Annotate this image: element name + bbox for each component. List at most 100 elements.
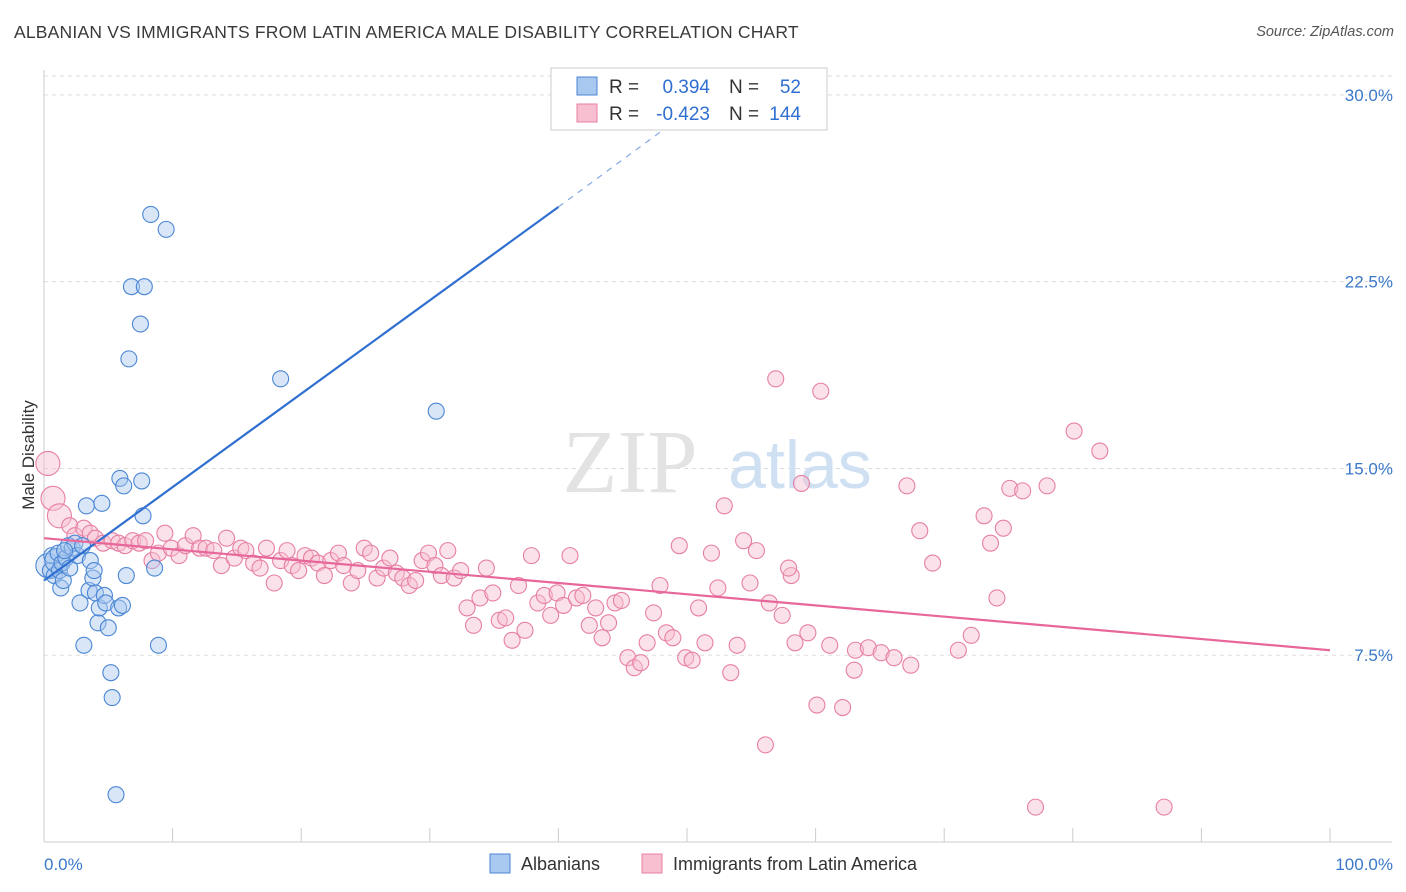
latin-point-3 [61, 517, 79, 535]
latin-point-103 [715, 497, 733, 515]
albanians-point-29 [97, 594, 115, 612]
latin-point-124 [872, 644, 890, 662]
legend-r-value-2: -0.423 [656, 104, 710, 125]
latin-point-130 [949, 641, 967, 659]
latin-point-60 [439, 542, 457, 560]
latin-point-138 [1026, 798, 1045, 816]
latin-point-62 [452, 562, 470, 580]
latin-point-123 [859, 639, 877, 657]
latin-point-91 [638, 634, 656, 652]
albanians-point-48 [157, 220, 175, 238]
latin-point-133 [988, 589, 1006, 607]
latin-point-102 [709, 579, 727, 597]
latin-point-120 [834, 698, 852, 717]
latin-point-117 [808, 696, 826, 714]
latin-point-137 [1014, 482, 1032, 500]
latin-point-51 [381, 549, 399, 567]
albanians-point-50 [427, 402, 445, 420]
latin-point-107 [741, 574, 759, 592]
latin-trend-line [43, 537, 1331, 652]
albanians-point-33 [107, 786, 125, 804]
latin-point-96 [670, 537, 688, 555]
legend-n-label-2: N = [729, 104, 759, 125]
latin-point-84 [593, 629, 611, 647]
albanians-point-16 [71, 594, 89, 612]
legend-swatch-latin [576, 103, 598, 123]
latin-point-90 [632, 654, 650, 672]
latin-point-25 [212, 557, 231, 575]
latin-point-115 [792, 474, 811, 492]
albanians-point-44 [135, 278, 153, 296]
trend-lines [43, 111, 1331, 652]
latin-point-104 [722, 664, 740, 682]
legend-r-value-1: 0.394 [662, 77, 710, 98]
watermark: ZIP atlas [563, 413, 872, 512]
albanians-point-23 [85, 562, 103, 580]
latin-point-112 [773, 606, 791, 624]
latin-point-70 [503, 631, 521, 649]
latin-point-93 [651, 576, 669, 595]
legend-n-value-2: 144 [769, 104, 801, 125]
albanians-point-30 [99, 619, 117, 637]
latin-point-81 [574, 586, 592, 605]
bottom-legend-albanians: Albanians [521, 854, 600, 874]
latin-point-67 [484, 584, 502, 602]
latin-point-131 [962, 626, 980, 644]
latin-point-116 [799, 624, 817, 642]
tick-labels: 7.5% 15.0% 22.5% 30.0% 0.0% 100.0% [44, 86, 1393, 874]
albanians-point-25 [89, 614, 107, 632]
bottom-legend-swatch-albanians [489, 853, 511, 874]
latin-point-132 [975, 507, 993, 525]
albanians-point-41 [131, 315, 149, 333]
latin-point-63 [458, 599, 476, 617]
grid [44, 75, 1392, 656]
latin-point-2 [46, 503, 72, 529]
latin-point-0 [35, 450, 61, 477]
latin-point-85 [600, 614, 618, 632]
latin-point-48 [362, 544, 380, 562]
latin-point-122 [846, 641, 865, 659]
series-albanians [35, 205, 445, 804]
latin-point-129 [924, 554, 942, 572]
albanians-point-21 [81, 552, 99, 570]
source-label: Source: ZipAtlas.com [1256, 24, 1394, 40]
latin-point-49 [368, 569, 386, 587]
x-tick-label-1: 100.0% [1335, 855, 1393, 874]
latin-point-95 [664, 629, 682, 647]
albanians-point-37 [115, 477, 133, 495]
y-tick-label-0: 7.5% [1354, 646, 1393, 665]
latin-point-64 [464, 616, 483, 634]
albanians-point-45 [142, 205, 160, 223]
chart-title: ALBANIAN VS IMMIGRANTS FROM LATIN AMERIC… [14, 22, 799, 42]
latin-point-142 [1155, 798, 1173, 816]
latin-point-35 [278, 542, 296, 560]
latin-point-82 [580, 616, 598, 634]
albanians-point-43 [134, 507, 152, 525]
latin-point-17 [156, 524, 174, 542]
albanians-point-38 [117, 566, 135, 585]
latin-point-14 [137, 532, 155, 550]
latin-point-127 [902, 656, 920, 674]
latin-point-140 [1065, 422, 1083, 440]
latin-point-101 [702, 544, 720, 562]
latin-point-72 [516, 621, 534, 639]
latin-point-118 [812, 382, 830, 400]
axes [43, 70, 1392, 843]
x-tick-label-0: 0.0% [44, 855, 83, 874]
albanians-point-46 [146, 559, 164, 577]
albanians-point-47 [149, 636, 168, 654]
legend-r-label-2: R = [609, 104, 639, 125]
latin-point-98 [683, 651, 701, 669]
albanians-point-49 [272, 370, 290, 388]
latin-point-65 [471, 589, 489, 607]
legend-swatch-albanians [576, 76, 598, 96]
latin-point-73 [522, 547, 540, 565]
latin-point-26 [218, 529, 236, 547]
latin-point-71 [509, 576, 528, 595]
latin-point-88 [619, 649, 637, 667]
latin-point-19 [170, 547, 188, 565]
series-latin-america [35, 370, 1173, 816]
latin-point-141 [1091, 442, 1109, 460]
latin-point-105 [728, 636, 746, 654]
watermark-atlas: atlas [728, 427, 872, 503]
